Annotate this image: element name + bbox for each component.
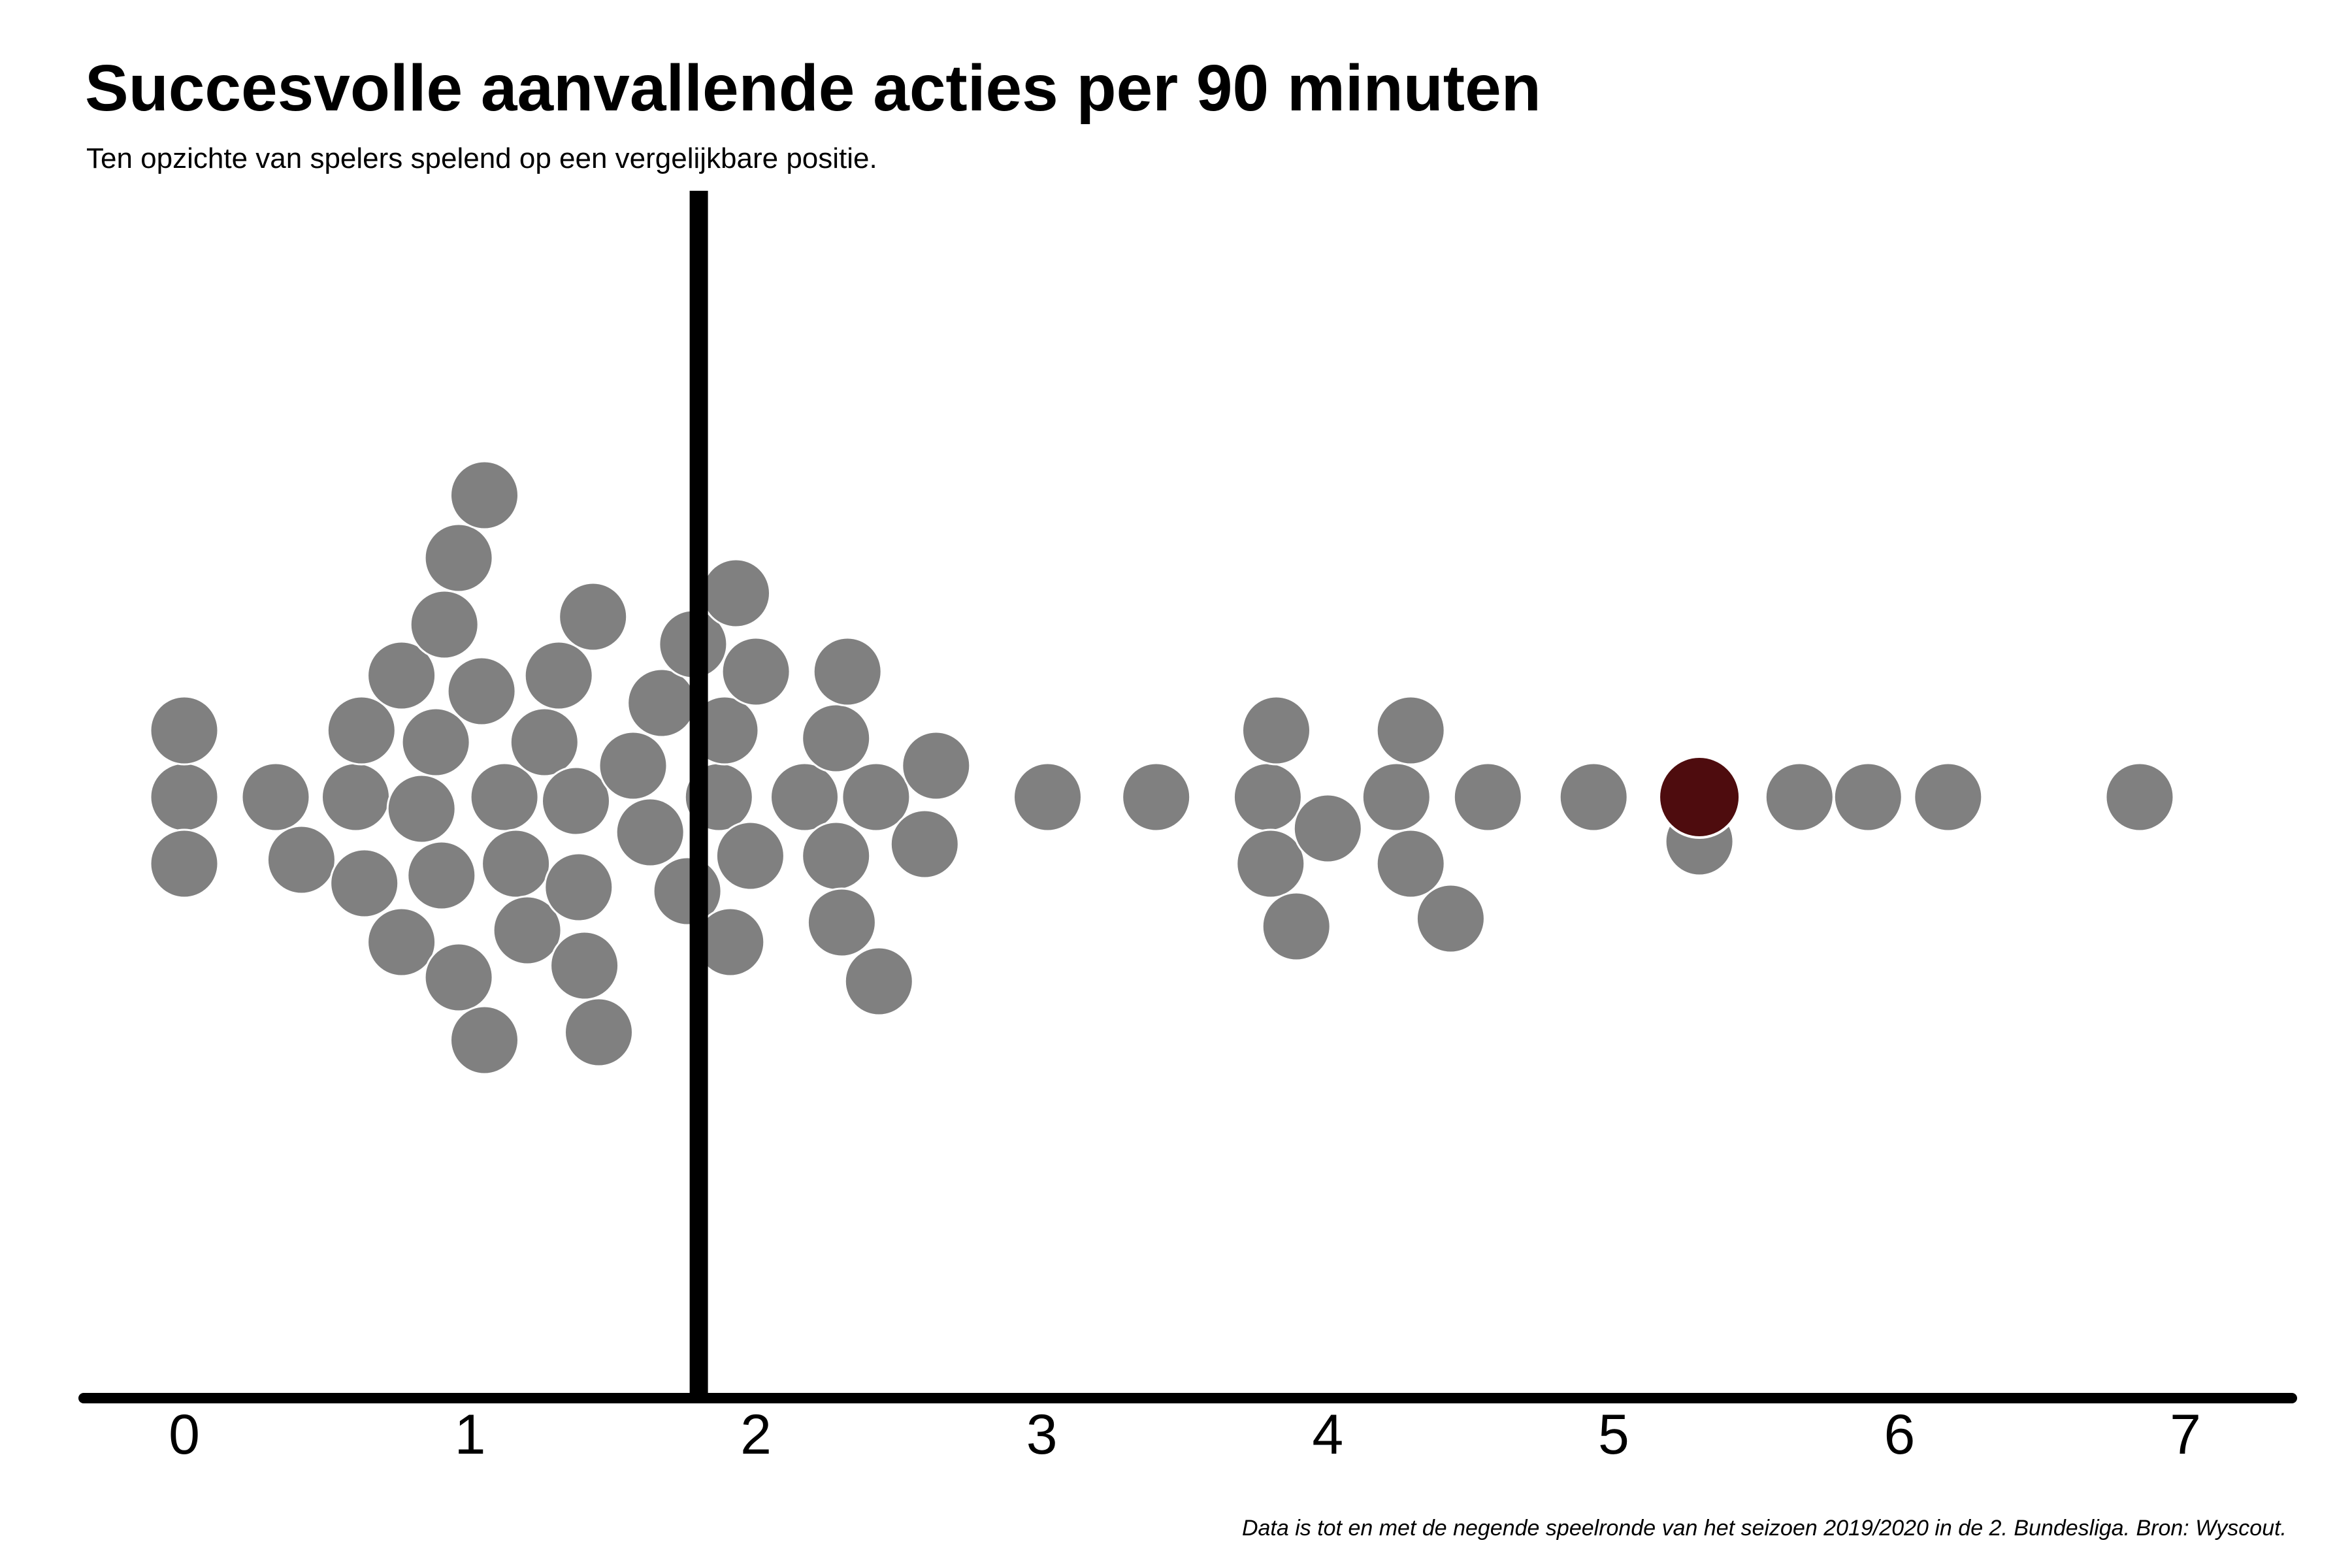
player-point bbox=[1292, 793, 1363, 864]
x-tick-label: 6 bbox=[1884, 1403, 1915, 1466]
player-point bbox=[806, 887, 877, 958]
player-point bbox=[446, 656, 517, 727]
player-point bbox=[449, 460, 519, 531]
player-point bbox=[523, 640, 594, 711]
player-point bbox=[1013, 762, 1083, 832]
player-point bbox=[400, 707, 471, 777]
player-point bbox=[266, 825, 336, 895]
player-point bbox=[509, 707, 580, 777]
player-point bbox=[1375, 695, 1446, 766]
player-point bbox=[812, 636, 883, 707]
player-point bbox=[1833, 762, 1903, 832]
x-tick-label: 5 bbox=[1598, 1403, 1629, 1466]
player-point bbox=[889, 809, 960, 879]
player-point bbox=[423, 523, 494, 593]
player-point bbox=[321, 762, 391, 832]
x-tick-label: 7 bbox=[2170, 1403, 2201, 1466]
x-axis-ticks: 0 1 2 3 4 5 6 7 bbox=[169, 1403, 2201, 1466]
player-point bbox=[1261, 891, 1331, 962]
player-point bbox=[1121, 762, 1192, 832]
player-point bbox=[615, 797, 685, 868]
player-point bbox=[492, 895, 563, 966]
player-point bbox=[326, 695, 397, 766]
player-point bbox=[564, 997, 634, 1068]
x-tick-label: 0 bbox=[169, 1403, 200, 1466]
player-point bbox=[469, 762, 540, 832]
player-point bbox=[843, 946, 914, 1017]
points-layer bbox=[149, 460, 2175, 1075]
x-tick-label: 1 bbox=[455, 1403, 486, 1466]
player-point bbox=[1764, 762, 1835, 832]
player-point bbox=[1913, 762, 1984, 832]
player-point bbox=[1415, 883, 1486, 954]
player-point bbox=[329, 848, 400, 919]
player-point bbox=[627, 668, 697, 738]
player-point bbox=[558, 581, 629, 652]
player-point bbox=[598, 730, 668, 801]
highlighted-player-point bbox=[1658, 755, 1742, 839]
player-point bbox=[367, 640, 437, 711]
player-point bbox=[1235, 828, 1306, 899]
player-point bbox=[721, 636, 791, 707]
x-tick-label: 2 bbox=[740, 1403, 772, 1466]
player-point bbox=[240, 762, 311, 832]
player-point bbox=[1232, 762, 1303, 832]
player-point bbox=[801, 821, 872, 891]
player-point bbox=[701, 558, 771, 629]
chart-subtitle: Ten opzichte van spelers spelend op een … bbox=[86, 142, 877, 174]
player-point bbox=[149, 762, 220, 832]
player-point bbox=[367, 907, 437, 977]
player-point bbox=[1241, 695, 1311, 766]
chart-title: Succesvolle aanvallende acties per 90 mi… bbox=[85, 52, 1541, 125]
source-note: Data is tot en met de negende speelronde… bbox=[1241, 1516, 2287, 1541]
player-point bbox=[1375, 828, 1446, 899]
player-point bbox=[423, 942, 494, 1013]
player-point bbox=[409, 589, 480, 660]
player-point bbox=[149, 695, 220, 766]
player-point bbox=[801, 703, 872, 774]
player-point bbox=[2104, 762, 2175, 832]
player-point bbox=[449, 1005, 519, 1075]
player-point bbox=[406, 840, 477, 911]
player-point bbox=[549, 930, 620, 1001]
x-tick-label: 4 bbox=[1312, 1403, 1343, 1466]
x-tick-label: 3 bbox=[1026, 1403, 1058, 1466]
player-point bbox=[1452, 762, 1523, 832]
player-point bbox=[544, 852, 614, 923]
player-point bbox=[1558, 762, 1629, 832]
player-point bbox=[715, 821, 785, 891]
player-point bbox=[841, 762, 911, 832]
player-point bbox=[149, 828, 220, 899]
player-point bbox=[386, 774, 457, 844]
player-point bbox=[770, 762, 840, 832]
player-point bbox=[901, 730, 972, 801]
player-point bbox=[481, 828, 551, 899]
player-point bbox=[1361, 762, 1431, 832]
player-point bbox=[541, 766, 611, 836]
